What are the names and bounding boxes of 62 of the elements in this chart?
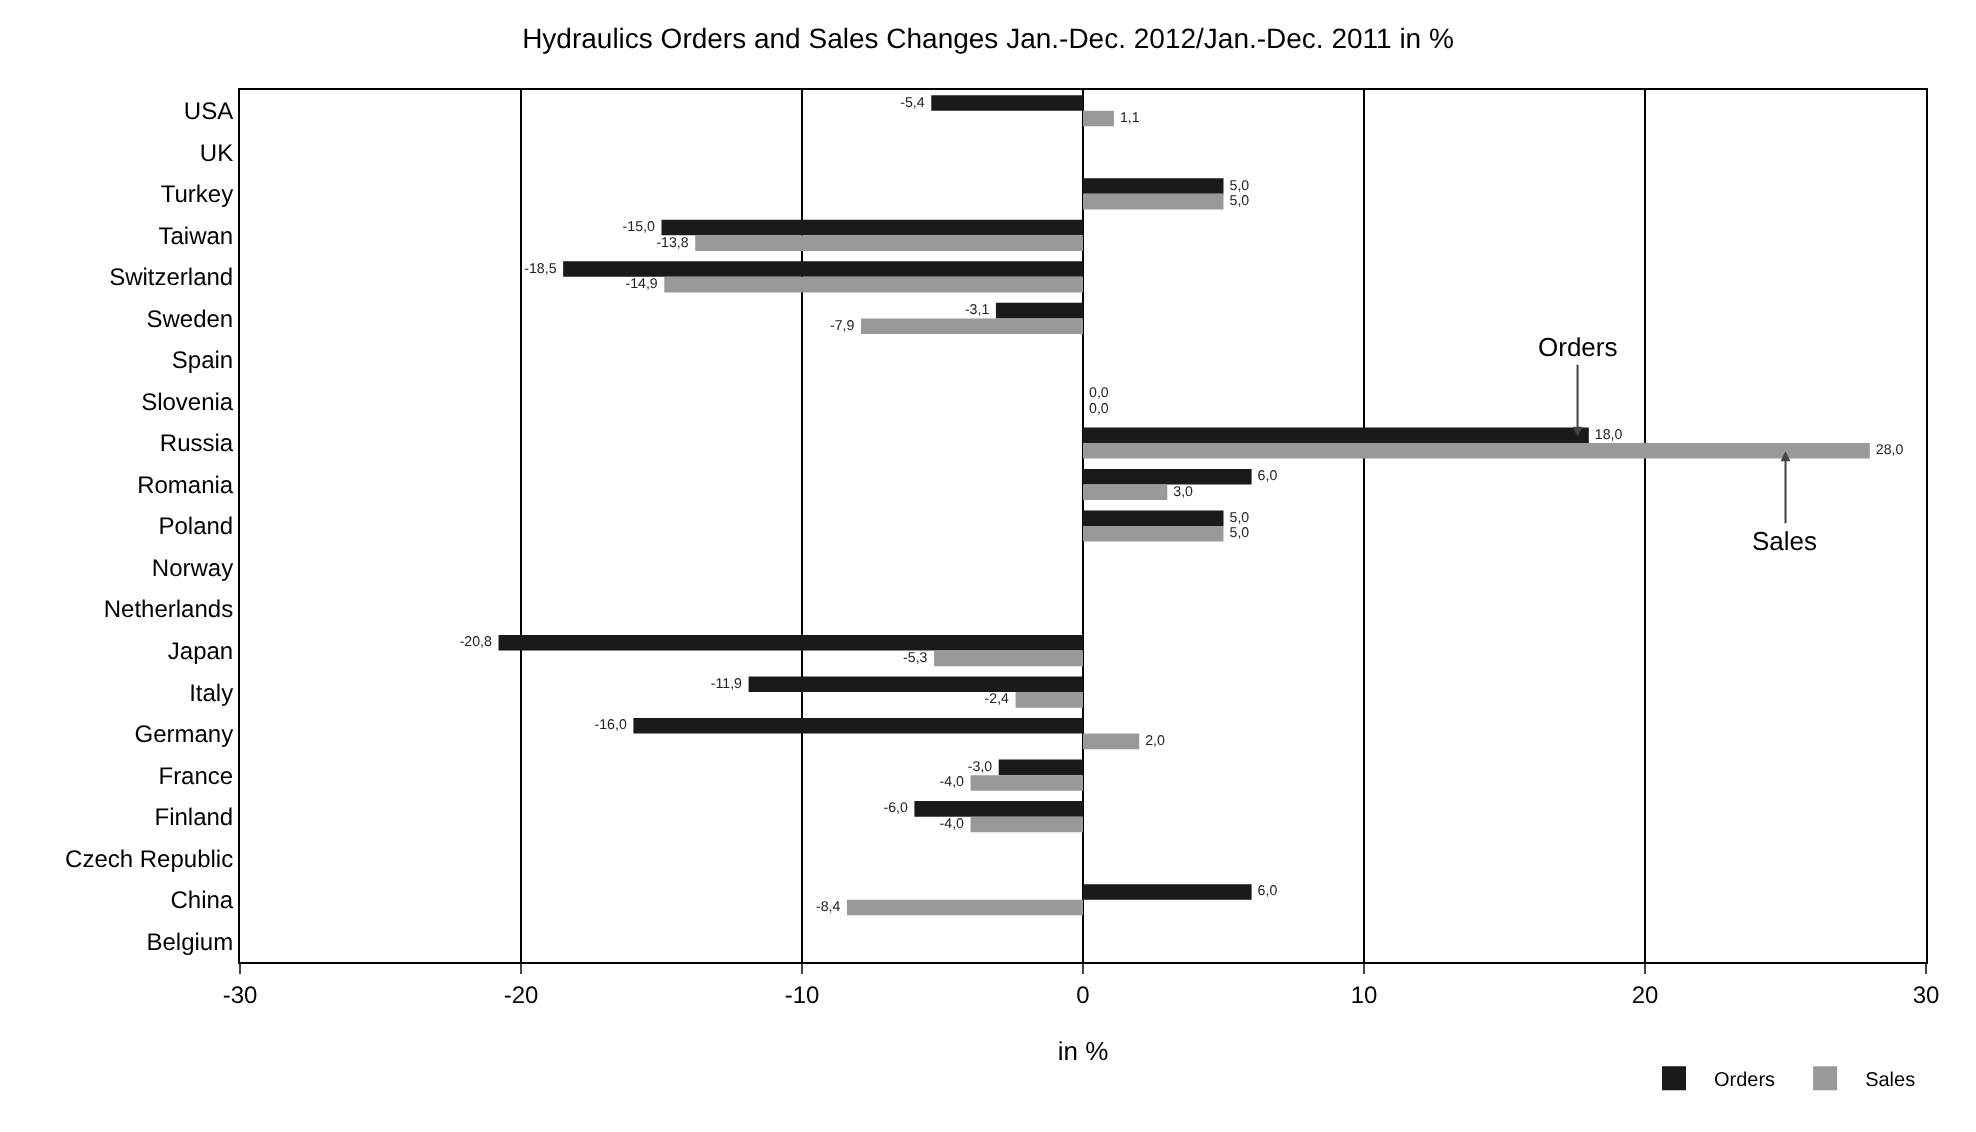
bar — [846, 899, 1083, 916]
bar — [1083, 884, 1252, 900]
x-tick-label: -10 — [784, 980, 820, 1009]
annotation: Orders — [1538, 332, 1619, 362]
y-tick-label: Poland — [158, 512, 234, 541]
y-tick-label: Czech Republic — [65, 844, 234, 873]
y-tick-label: France — [158, 761, 234, 790]
legend-label: Orders — [1714, 1070, 1776, 1092]
bar — [1083, 427, 1589, 443]
x-tick-label: 10 — [1350, 980, 1378, 1009]
bar — [664, 276, 1083, 293]
bar — [563, 261, 1083, 277]
y-tick-label: Slovenia — [141, 387, 234, 416]
bar — [633, 718, 1083, 734]
bar — [1083, 178, 1224, 194]
chart-title: Hydraulics Orders and Sales Changes Jan.-Dec. 2012/Jan.-Dec. 2011 in % — [522, 21, 1454, 54]
y-tick-label: Turkey — [160, 180, 234, 209]
bar — [1083, 484, 1168, 501]
legend-label: Sales — [1865, 1070, 1916, 1092]
bar — [1083, 526, 1224, 542]
y-tick-label: Taiwan — [158, 221, 234, 250]
bar — [1015, 692, 1083, 708]
y-tick-label: Romania — [137, 470, 234, 499]
y-tick-label: Switzerland — [109, 263, 234, 292]
x-tick-label: -30 — [222, 980, 258, 1009]
bar — [695, 235, 1083, 251]
bar — [1083, 110, 1114, 127]
x-tick-label: 20 — [1631, 980, 1659, 1009]
bar — [970, 775, 1083, 791]
bar — [748, 676, 1083, 693]
bar — [914, 801, 1083, 817]
y-tick-label: Sweden — [146, 304, 234, 333]
bar — [1083, 733, 1140, 750]
bar — [861, 318, 1083, 334]
bar — [1083, 468, 1252, 485]
y-tick-label: Finland — [154, 803, 234, 832]
bar — [1083, 193, 1224, 210]
bar — [995, 302, 1083, 319]
y-tick-label: Spain — [171, 346, 234, 375]
bar — [1083, 442, 1870, 459]
y-tick-label: Japan — [167, 636, 234, 665]
bar — [934, 650, 1083, 667]
y-tick-label: China — [170, 886, 234, 915]
bar — [931, 95, 1083, 111]
bar — [970, 816, 1083, 833]
y-tick-label: UK — [199, 138, 234, 167]
y-tick-label: Norway — [151, 553, 234, 582]
y-tick-label: Italy — [189, 678, 234, 707]
y-tick-label: USA — [183, 97, 234, 126]
x-axis-title: in % — [1057, 1036, 1110, 1066]
x-tick-label: 0 — [1076, 980, 1091, 1009]
y-tick-label: Belgium — [146, 927, 234, 956]
bar — [498, 635, 1083, 651]
y-tick-label: Germany — [134, 720, 234, 749]
x-tick-label: -20 — [503, 980, 539, 1009]
bar — [661, 219, 1083, 236]
bar — [998, 759, 1083, 776]
y-tick-label: Russia — [159, 429, 234, 458]
x-tick-label: 30 — [1912, 980, 1940, 1009]
bar — [1083, 510, 1224, 526]
annotation: Sales — [1752, 526, 1819, 556]
y-tick-label: Netherlands — [103, 595, 234, 624]
